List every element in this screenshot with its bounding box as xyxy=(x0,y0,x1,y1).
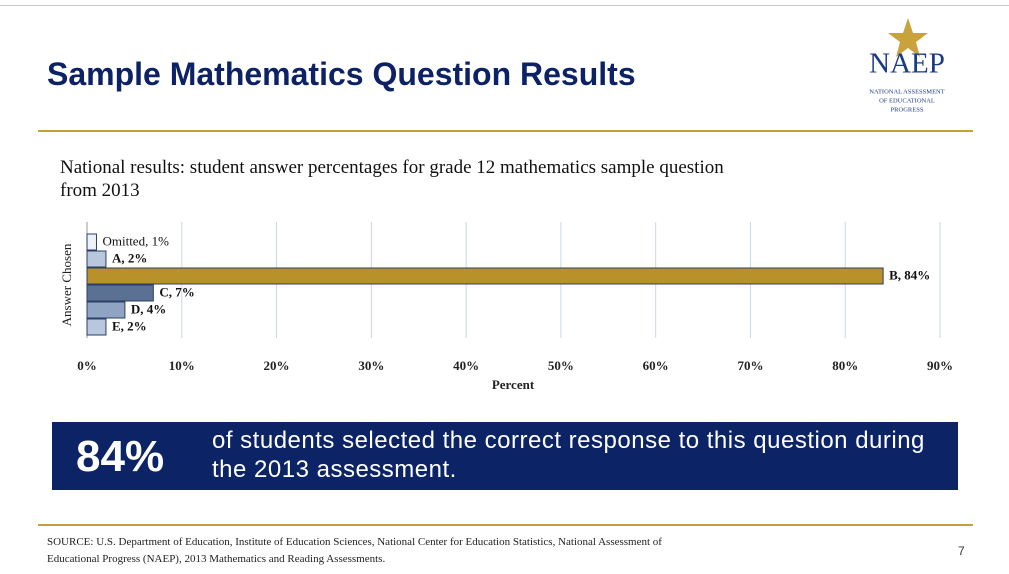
x-axis-label: Percent xyxy=(492,377,535,392)
source-note: SOURCE: U.S. Department of Education, In… xyxy=(47,536,662,565)
y-axis-label: Answer Chosen xyxy=(59,243,74,326)
value-label: Omitted, 1% xyxy=(102,233,169,248)
x-tick-label: 60% xyxy=(643,358,669,373)
chart-title: National results: student answer percent… xyxy=(60,157,724,201)
slide-title: Sample Mathematics Question Results xyxy=(47,56,636,92)
bar xyxy=(86,250,107,268)
bar xyxy=(86,233,97,251)
value-label: B, 84% xyxy=(889,267,930,282)
x-tick-label: 10% xyxy=(169,358,195,373)
value-label: C, 7% xyxy=(159,284,194,299)
callout-stat: 84% xyxy=(76,432,165,481)
callout: 84% of students selected the correct res… xyxy=(52,422,958,490)
logo-line: PROGRESS xyxy=(891,106,924,113)
x-tick-label: 40% xyxy=(453,358,479,373)
value-label: E, 2% xyxy=(112,318,147,333)
bar xyxy=(86,318,107,336)
bar xyxy=(86,301,126,319)
bar xyxy=(86,284,154,302)
x-tick-label: 50% xyxy=(548,358,574,373)
logo: NAEP NATIONAL ASSESSMENT OF EDUCATIONAL … xyxy=(869,18,945,113)
logo-line: NATIONAL ASSESSMENT xyxy=(869,88,944,95)
value-label: D, 4% xyxy=(131,301,166,316)
x-tick-label: 70% xyxy=(737,358,763,373)
x-tick-label: 80% xyxy=(832,358,858,373)
x-tick-label: 20% xyxy=(264,358,290,373)
footer-rule xyxy=(38,524,973,526)
x-tick-label: 30% xyxy=(358,358,384,373)
value-label: A, 2% xyxy=(112,250,147,265)
chart: Answer Chosen Percent 0% 10% 20% 30% 40% 50% 6… xyxy=(59,222,953,392)
x-tick-label: 90% xyxy=(927,358,953,373)
page-number: 7 xyxy=(958,544,965,558)
logo-name: NAEP xyxy=(869,48,945,80)
logo-line: OF EDUCATIONAL xyxy=(879,97,935,104)
logo-star xyxy=(888,18,928,57)
callout-text: of students selected the correct respons… xyxy=(212,427,925,483)
header-rule xyxy=(38,130,973,132)
top-rule xyxy=(0,5,1009,6)
bar xyxy=(86,267,884,285)
x-tick-label: 0% xyxy=(77,358,97,373)
